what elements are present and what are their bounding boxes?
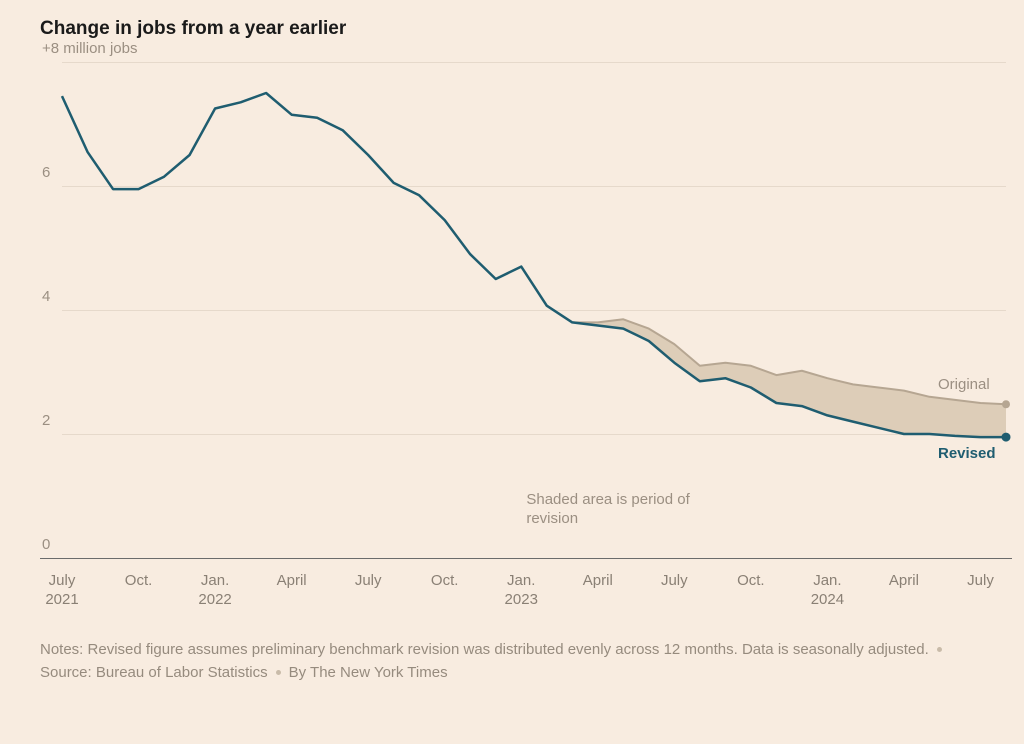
x-axis-tick: April [889, 572, 919, 591]
separator-dot-icon [276, 670, 281, 675]
footer-byline: By The New York Times [289, 664, 448, 681]
footer-source: Source: Bureau of Labor Statistics [40, 664, 268, 681]
separator-dot-icon [937, 647, 942, 652]
x-axis-tick: July [661, 572, 688, 591]
series-endpoint-original [1002, 400, 1010, 408]
x-axis-tick: Jan. 2022 [198, 572, 231, 610]
x-axis-tick: Jan. 2023 [505, 572, 538, 610]
x-axis-tick: Oct. [431, 572, 459, 591]
series-line-original [62, 93, 1006, 404]
x-axis-tick: April [277, 572, 307, 591]
revision-annotation: Shaded area is period of revision [526, 490, 689, 529]
series-endpoint-revised [1002, 433, 1011, 442]
x-axis-tick: July 2021 [45, 572, 78, 610]
series-label-original: Original [938, 376, 990, 393]
series-label-revised: Revised [938, 445, 996, 462]
x-axis-tick: July [355, 572, 382, 591]
chart-container: Change in jobs from a year earlier +8 mi… [0, 0, 1024, 744]
footer-notes: Notes: Revised figure assumes preliminar… [40, 641, 929, 658]
line-chart [0, 0, 1024, 744]
chart-footer: Notes: Revised figure assumes preliminar… [40, 638, 984, 685]
x-axis-tick: Jan. 2024 [811, 572, 844, 610]
x-axis-tick: Oct. [125, 572, 153, 591]
x-axis-tick: July [967, 572, 994, 591]
x-axis-tick: April [583, 572, 613, 591]
x-axis-tick: Oct. [737, 572, 765, 591]
